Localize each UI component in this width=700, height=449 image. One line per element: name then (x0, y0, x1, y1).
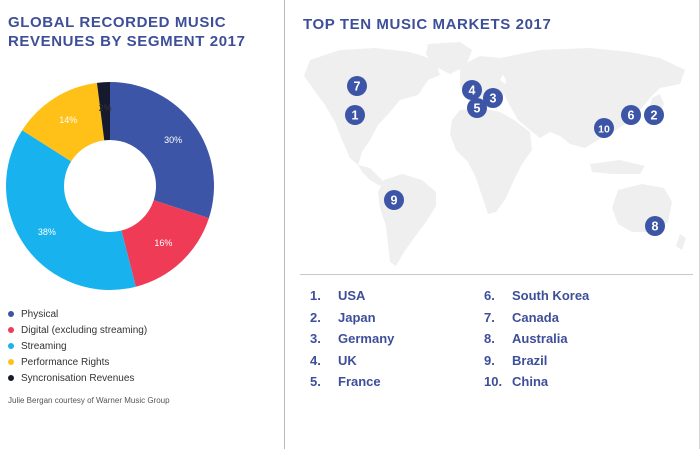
donut-label-0: 30% (164, 135, 182, 145)
markets-title: TOP TEN MUSIC MARKETS 2017 (303, 16, 552, 33)
map-marker-7 (347, 76, 367, 96)
market-markers: 1 2 34 5 6 7 8 9 10 (345, 76, 665, 236)
map-marker-label-1: 1 (352, 109, 359, 123)
map-marker-label-10: 10 (598, 124, 610, 136)
market-item-3: 3. Germany (310, 328, 394, 350)
legend-label: Streaming (21, 340, 67, 352)
legend-swatch (8, 343, 14, 349)
market-name: China (512, 374, 549, 390)
market-rank: 9. (484, 352, 495, 368)
market-rank: 4. (310, 352, 321, 368)
legend-item-3: Performance Rights (8, 354, 147, 370)
map-marker-label-2: 2 (651, 109, 658, 123)
market-rank: 6. (484, 288, 495, 304)
market-rank: 1. (310, 288, 321, 304)
map-marker-4 (462, 80, 482, 100)
market-rank: 10. (484, 374, 503, 390)
map-marker-1 (345, 105, 365, 125)
market-item-10: 10. China (484, 371, 589, 393)
market-rank: 7. (484, 309, 495, 325)
market-name: Australia (512, 331, 568, 347)
chart-title: GLOBAL RECORDED MUSIC REVENUES BY SEGMEN… (8, 13, 278, 51)
market-item-4: 4. UK (310, 350, 394, 372)
market-rank: 8. (484, 331, 495, 347)
legend-item-0: Physical (8, 306, 147, 322)
map-marker-9 (384, 190, 404, 210)
market-rank: 5. (310, 374, 321, 390)
map-marker-5 (467, 98, 487, 118)
map-marker-label-6: 6 (628, 109, 635, 123)
map-marker-label-9: 9 (391, 194, 398, 208)
map-marker-label-7: 7 (354, 80, 361, 94)
world-map: 1 2 34 5 6 7 8 9 10 (304, 42, 686, 266)
markets-list-right: 6. South Korea 7. Canada 8. Australia 9. Brazil… (484, 285, 589, 393)
chart-title-line1: GLOBAL RECORDED MUSIC (8, 14, 227, 31)
market-name: Germany (338, 331, 395, 347)
panel-divider (284, 0, 285, 449)
market-item-5: 5. France (310, 371, 394, 393)
market-name: USA (338, 288, 366, 304)
donut-label-3: 14% (59, 115, 77, 125)
continents (304, 42, 686, 266)
market-rank: 2. (310, 309, 321, 325)
legend-label: Digital (excluding streaming) (21, 324, 148, 336)
markets-list-left: 1. USA 2. Japan 3. Germany 4. UK 5. France (310, 285, 394, 393)
donut-slice-1 (121, 200, 209, 287)
donut-label-1: 16% (154, 238, 172, 248)
map-marker-label-8: 8 (652, 220, 659, 234)
legend-label: Performance Rights (21, 356, 110, 368)
market-name: France (338, 374, 381, 390)
map-marker-6 (621, 105, 641, 125)
legend-label: Syncronisation Revenues (21, 372, 135, 384)
credit-text: Julie Bergan courtesy of Warner Music Gr… (8, 396, 170, 405)
donut-label-4: 2% (99, 103, 112, 113)
chart-legend: Physical Digital (excluding streaming) Str… (8, 306, 147, 386)
legend-item-4: Syncronisation Revenues (8, 370, 147, 386)
market-item-2: 2. Japan (310, 307, 394, 329)
market-name: Brazil (512, 352, 548, 368)
legend-swatch (8, 359, 14, 365)
market-name: UK (338, 352, 357, 368)
chart-title-line2: REVENUES BY SEGMENT 2017 (8, 33, 246, 50)
left-panel: GLOBAL RECORDED MUSIC REVENUES BY SEGMEN… (0, 0, 284, 449)
legend-item-2: Streaming (8, 338, 147, 354)
legend-swatch (8, 311, 14, 317)
legend-swatch (8, 327, 14, 333)
legend-label: Physical (21, 308, 59, 320)
map-marker-2 (644, 105, 664, 125)
donut-slice-2 (5, 130, 136, 290)
market-name: South Korea (512, 288, 590, 304)
legend-swatch (8, 375, 14, 381)
new-zealand-shape (676, 234, 686, 250)
market-item-6: 6. South Korea (484, 285, 589, 307)
south-america-shape (378, 174, 436, 266)
map-marker-label-4: 4 (469, 84, 476, 98)
donut-slice-0 (110, 82, 214, 219)
donut-label-2: 38% (38, 227, 56, 237)
map-marker-8 (645, 216, 665, 236)
map-marker-3 (483, 88, 503, 108)
donut-slice-4 (96, 82, 110, 141)
market-item-8: 8. Australia (484, 328, 589, 350)
north-america-shape (304, 48, 440, 165)
asia-shape (500, 48, 685, 148)
market-name: Canada (512, 309, 559, 325)
map-underline (300, 274, 693, 275)
market-name: Japan (338, 309, 376, 325)
market-rank: 3. (310, 331, 321, 347)
market-item-7: 7. Canada (484, 307, 589, 329)
market-item-1: 1. USA (310, 285, 394, 307)
map-marker-10 (594, 118, 614, 138)
indonesia-shape (590, 160, 645, 174)
legend-item-1: Digital (excluding streaming) (8, 322, 147, 338)
africa-shape (450, 108, 532, 214)
donut-chart: 30% 16% 38% 14% 2% (5, 82, 214, 290)
donut-slice-3 (22, 82, 105, 162)
market-item-9: 9. Brazil (484, 350, 589, 372)
map-marker-label-5: 5 (474, 102, 481, 116)
central-america-shape (358, 165, 384, 186)
map-marker-label-3: 3 (490, 92, 497, 106)
